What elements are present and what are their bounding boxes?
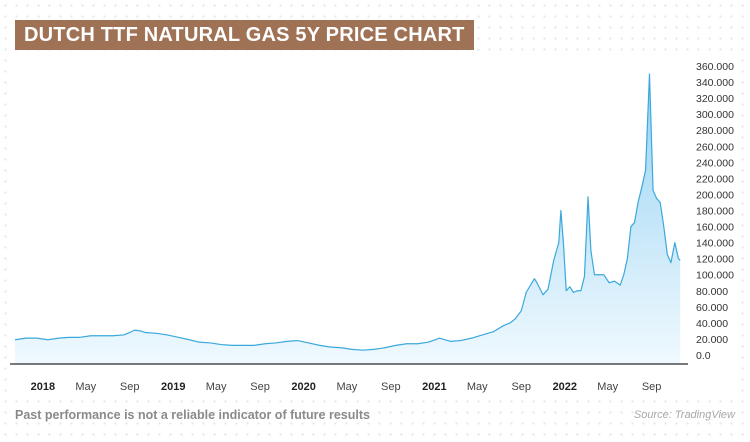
x-tick-label: Sep [381,381,401,393]
source-text: Source: TradingView [633,409,735,421]
x-tick-label: May [467,381,488,393]
chart-svg: 0.0 20.000 40.000 60.000 80.000 100.000 120.00… [10,61,734,393]
x-tick-label: Sep [642,381,662,393]
y-tick-label: 100.000 [696,270,734,282]
price-area [15,74,681,364]
y-tick-label: 280.000 [696,125,734,137]
y-tick-label: 140.000 [696,238,734,250]
y-tick-label: 260.000 [696,141,734,153]
x-tick-label: Sep [120,381,140,393]
y-tick-label: 320.000 [696,93,734,105]
x-tick-label: Sep [511,381,531,393]
x-tick-label: May [75,381,96,393]
y-tick-label: 300.000 [696,109,734,121]
y-tick-label: 200.000 [696,189,734,201]
x-tick-label: May [337,381,358,393]
y-tick-label: 240.000 [696,157,734,169]
y-tick-label: 20.000 [696,334,728,346]
x-tick-label: 2019 [161,381,185,393]
y-axis: 0.0 20.000 40.000 60.000 80.000 100.000 120.00… [696,61,734,362]
x-tick-label: Sep [250,381,270,393]
chart-title: DUTCH TTF NATURAL GAS 5Y PRICE CHART [15,20,474,50]
y-tick-label: 180.000 [696,206,734,218]
y-tick-label: 0.0 [696,350,711,362]
y-tick-label: 40.000 [696,318,728,330]
y-tick-label: 160.000 [696,222,734,234]
y-tick-label: 80.000 [696,286,728,298]
x-tick-label: 2021 [422,381,446,393]
disclaimer-text: Past performance is not a reliable indic… [15,408,370,422]
x-tick-label: 2022 [553,381,577,393]
x-tick-label: May [597,381,618,393]
x-tick-label: 2018 [31,381,55,393]
y-tick-label: 220.000 [696,173,734,185]
y-tick-label: 340.000 [696,77,734,89]
price-line [14,73,681,351]
x-tick-label: 2020 [291,381,315,393]
price-series [14,73,681,364]
plot-area: 0.0 20.000 40.000 60.000 80.000 100.000 120.00… [10,58,740,400]
y-tick-label: 360.000 [696,61,734,73]
y-tick-label: 60.000 [696,302,728,314]
x-axis: 2018 May Sep 2019 May Sep 2020 May Sep 2021 May Sep… [31,381,662,393]
x-tick-label: May [206,381,227,393]
y-tick-label: 120.000 [696,254,734,266]
